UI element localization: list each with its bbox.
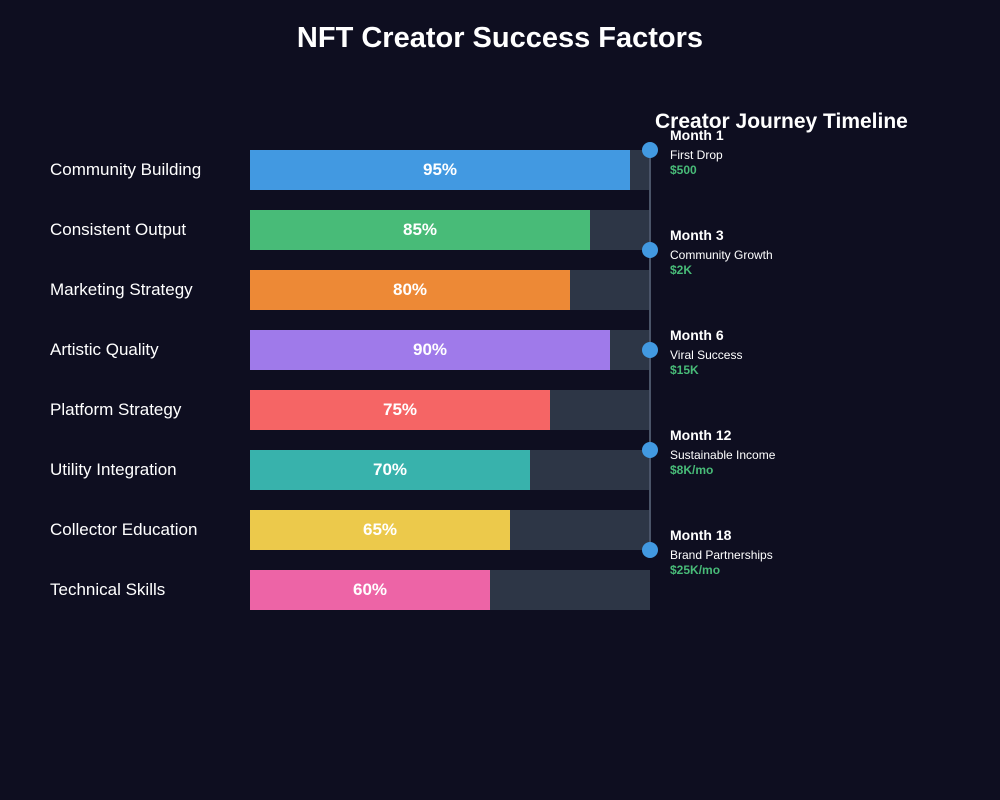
bar-label: Community Building — [50, 160, 202, 179]
timeline-dot — [642, 442, 658, 458]
bar-track: 95% — [250, 150, 650, 190]
timeline-dot — [642, 242, 658, 258]
milestone-event: Community Growth — [670, 248, 773, 262]
milestone-event: Brand Partnerships — [670, 548, 773, 562]
bar-label: Platform Strategy — [50, 400, 182, 419]
timeline-dot — [642, 142, 658, 158]
milestone-event: Viral Success — [670, 348, 743, 362]
bar-label: Marketing Strategy — [50, 280, 193, 299]
bar — [250, 570, 490, 610]
bar-track: 80% — [250, 270, 650, 310]
milestone-value: $25K/mo — [670, 563, 721, 577]
bar — [250, 510, 510, 550]
milestone-month: Month 3 — [670, 227, 724, 243]
bar-label: Utility Integration — [50, 460, 177, 479]
bar — [250, 210, 590, 250]
milestone-value: $8K/mo — [670, 463, 714, 477]
bar-track: 70% — [250, 450, 650, 490]
bar — [250, 450, 530, 490]
bar-value-label: 65% — [362, 520, 398, 539]
milestone-month: Month 12 — [670, 427, 732, 443]
timeline-title: Creator Journey Timeline — [655, 110, 908, 133]
milestone-month: Month 1 — [670, 127, 724, 143]
milestone-event: Sustainable Income — [670, 448, 776, 462]
bar-track: 65% — [250, 510, 650, 550]
bar — [250, 270, 570, 310]
milestone-value: $2K — [670, 263, 693, 277]
timeline-dot — [642, 342, 658, 358]
bar-track: 75% — [250, 390, 650, 430]
bar — [250, 390, 550, 430]
bar — [250, 150, 630, 190]
chart-title: NFT Creator Success Factors — [296, 22, 704, 54]
bar-label: Consistent Output — [50, 220, 187, 239]
bar-label: Collector Education — [50, 520, 198, 539]
bar-value-label: 75% — [382, 400, 418, 419]
bar-value-label: 95% — [422, 160, 458, 179]
milestone-value: $500 — [670, 163, 697, 177]
bar — [250, 330, 610, 370]
bar-value-label: 70% — [372, 460, 408, 479]
milestone-value: $15K — [670, 363, 699, 377]
bar-track: 90% — [250, 330, 650, 370]
bar-value-label: 60% — [352, 580, 388, 599]
milestone-month: Month 18 — [670, 527, 732, 543]
bar-track: 60% — [250, 570, 650, 610]
bar-value-label: 80% — [392, 280, 428, 299]
timeline-dot — [642, 542, 658, 558]
bar-track: 85% — [250, 210, 650, 250]
bar-label: Artistic Quality — [50, 340, 159, 359]
bar-label: Technical Skills — [50, 580, 166, 599]
bar-value-label: 90% — [412, 340, 448, 359]
milestone-month: Month 6 — [670, 327, 724, 343]
milestone-event: First Drop — [670, 148, 723, 162]
bar-value-label: 85% — [402, 220, 438, 239]
